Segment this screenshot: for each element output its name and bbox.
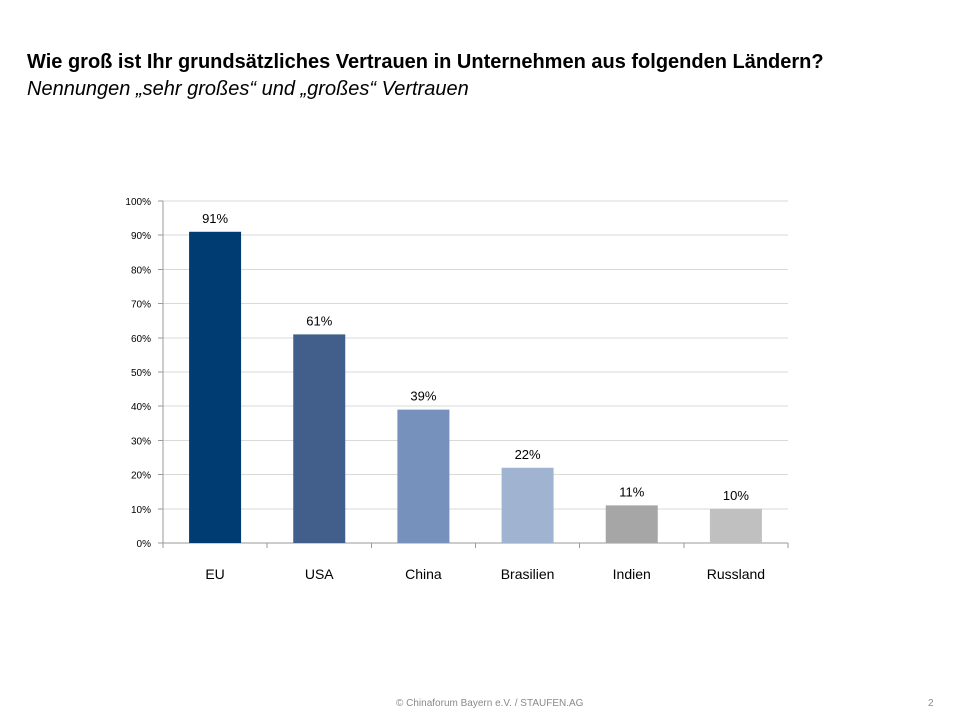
- slide-title: Wie groß ist Ihr grundsätzliches Vertrau…: [27, 51, 824, 73]
- bar-brasilien: [501, 467, 554, 543]
- x-tick-label: Brasilien: [501, 566, 555, 582]
- x-tick-label: EU: [205, 566, 224, 582]
- y-tick-label: 70%: [131, 300, 151, 311]
- y-tick-label: 0%: [137, 539, 152, 550]
- bar-usa: [293, 334, 346, 543]
- x-tick-label: USA: [305, 566, 334, 582]
- y-tick-label: 90%: [131, 231, 151, 242]
- data-label: 11%: [619, 484, 644, 499]
- y-tick-label: 20%: [131, 471, 151, 482]
- y-tick-label: 60%: [131, 334, 151, 345]
- bar-eu: [189, 231, 242, 543]
- data-label: 22%: [515, 447, 541, 462]
- y-tick-label: 80%: [131, 265, 151, 276]
- bar-russland: [709, 508, 762, 543]
- y-tick-label: 40%: [131, 402, 151, 413]
- slide-subtitle: Nennungen „sehr großes“ und „großes“ Ver…: [27, 78, 469, 100]
- y-tick-label: 50%: [131, 368, 151, 379]
- footer-copyright: © Chinaforum Bayern e.V. / STAUFEN.AG: [396, 698, 584, 709]
- bar-china: [397, 409, 450, 543]
- page-number: 2: [928, 698, 934, 709]
- x-tick-label: Russland: [707, 566, 765, 582]
- x-tick-label: China: [405, 566, 442, 582]
- slide-title-block: Wie groß ist Ihr grundsätzliches Vertrau…: [27, 49, 907, 103]
- x-tick-label: Indien: [613, 566, 651, 582]
- y-tick-label: 100%: [125, 197, 151, 208]
- y-tick-label: 30%: [131, 436, 151, 447]
- bar-indien: [605, 505, 658, 543]
- data-label: 91%: [202, 211, 228, 226]
- data-label: 61%: [306, 313, 332, 328]
- y-tick-label: 10%: [131, 505, 151, 516]
- data-label: 10%: [723, 488, 749, 503]
- data-label: 39%: [410, 389, 436, 404]
